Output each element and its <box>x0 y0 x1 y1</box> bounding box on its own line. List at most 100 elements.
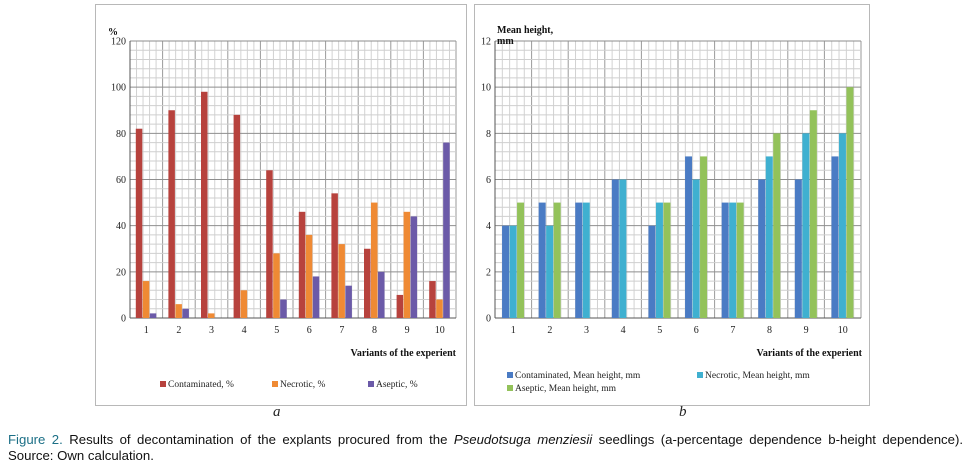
x-tick-label: 6 <box>307 325 312 336</box>
legend-swatch-2 <box>697 372 703 378</box>
bar-3-2 <box>553 202 561 318</box>
panel-label-b: b <box>679 404 687 420</box>
x-tick-label: 7 <box>730 325 735 336</box>
x-tick-label: 7 <box>339 325 344 336</box>
x-tick-label: 1 <box>144 325 149 336</box>
caption-text-2: seedlings (a-percentage dependence b-hei… <box>8 432 964 463</box>
x-tick-label: 10 <box>838 325 848 336</box>
bar-1-2 <box>168 110 175 318</box>
bar-1-7 <box>721 202 729 318</box>
bar-2-2 <box>546 225 554 318</box>
bar-2-1 <box>142 281 150 318</box>
bar-3-6 <box>700 156 708 318</box>
y-tick-label: 10 <box>481 83 491 94</box>
bar-2-2 <box>175 304 182 318</box>
x-tick-label: 9 <box>405 325 410 336</box>
bar-3-1 <box>517 202 525 318</box>
y-tick-label: 12 <box>481 37 491 48</box>
y-tick-label: 40 <box>116 221 126 232</box>
caption-text-1: Results of decontamination of the explan… <box>62 432 454 447</box>
bar-1-3 <box>201 91 208 319</box>
y-tick-label: 2 <box>486 267 491 278</box>
bar-3-5 <box>663 202 671 318</box>
bar-3-9 <box>809 110 817 318</box>
chart-panel-a: 0 20 40 60 80 100 120 1 2 3 4 5 6 7 8 9 10% Variants of t… <box>95 4 467 406</box>
legend-label-2: Necrotic, % <box>280 380 325 390</box>
x-tick-label: 9 <box>804 325 809 336</box>
bar-2-8 <box>371 202 378 318</box>
bar-3-2 <box>182 308 189 318</box>
bar-2-5 <box>273 253 280 318</box>
bar-2-3 <box>208 313 215 318</box>
legend-swatch-3 <box>368 381 374 387</box>
y-tick-label: 120 <box>111 37 126 48</box>
bar-2-1 <box>509 225 517 318</box>
bar-2-6 <box>305 234 313 318</box>
x-tick-label: 3 <box>584 325 589 336</box>
bar-1-10 <box>831 156 839 318</box>
y-tick-label: 0 <box>121 314 126 325</box>
x-tick-label: 8 <box>372 325 377 336</box>
bar-2-5 <box>655 202 663 318</box>
bar-1-10 <box>429 281 436 318</box>
y-tick-label: 8 <box>486 129 491 140</box>
bar-1-1 <box>135 128 143 318</box>
bar-1-5 <box>266 170 273 318</box>
x-tick-label: 4 <box>242 325 247 336</box>
figure-caption: Figure 2. Results of decontamination of … <box>8 432 963 464</box>
x-tick-label: 5 <box>274 325 279 336</box>
bar-1-9 <box>794 179 802 318</box>
x-tick-label: 8 <box>767 325 772 336</box>
bar-3-10 <box>443 142 450 318</box>
x-tick-label: 10 <box>435 325 445 336</box>
y-axis-title: % <box>108 27 118 38</box>
bar-2-10 <box>436 299 443 318</box>
x-tick-label: 5 <box>657 325 662 336</box>
bar-2-9 <box>802 133 810 318</box>
legend-label-3: Aseptic, % <box>376 380 418 390</box>
bar-1-7 <box>331 193 338 318</box>
figure-label: Figure 2. <box>8 432 63 447</box>
caption-species: Pseudotsuga menziesii <box>453 432 593 447</box>
x-tick-label: 6 <box>694 325 699 336</box>
x-axis-title: Variants of the experient <box>351 348 457 359</box>
bar-1-2 <box>538 202 546 318</box>
bar-3-8 <box>773 133 781 318</box>
bar-3-9 <box>410 216 418 318</box>
bar-1-5 <box>648 225 656 318</box>
bar-3-6 <box>312 276 320 318</box>
bar-2-7 <box>338 244 345 318</box>
legend-swatch-1 <box>160 381 166 387</box>
x-tick-label: 1 <box>511 325 516 336</box>
bar-2-6 <box>692 179 700 318</box>
bar-1-8 <box>364 248 371 318</box>
y-tick-label: 4 <box>486 221 491 232</box>
bar-3-1 <box>149 313 157 318</box>
panel-label-a: a <box>273 404 281 420</box>
x-tick-label: 4 <box>621 325 626 336</box>
bar-2-8 <box>765 156 773 318</box>
bar-1-9 <box>396 294 404 318</box>
bar-3-8 <box>378 271 385 318</box>
legend-label-3: Aseptic, Mean height, mm <box>515 384 617 394</box>
y-tick-label: 100 <box>111 83 126 94</box>
bar-3-5 <box>280 299 287 318</box>
bar-3-10 <box>846 87 854 319</box>
legend-swatch-3 <box>507 385 513 391</box>
x-tick-label: 2 <box>176 325 181 336</box>
bar-3-7 <box>345 285 352 318</box>
chart-panel-b: 0 2 4 6 8 10 12 1 2 3 4 5 6 7 8 9 10 Mean height, mm Varian… <box>474 4 870 406</box>
legend-label-2: Necrotic, Mean height, mm <box>705 371 810 381</box>
y-tick-label: 80 <box>116 129 126 140</box>
bar-3-7 <box>736 202 744 318</box>
y-axis-title: Mean height, <box>497 25 554 36</box>
bar-2-4 <box>619 179 627 318</box>
bar-1-4 <box>233 114 241 318</box>
bar-1-3 <box>575 202 583 318</box>
chart-a-svg: 0 20 40 60 80 100 120 1 2 3 4 5 6 7 8 9 10% Variants of t… <box>108 27 457 390</box>
bar-1-8 <box>758 179 766 318</box>
bar-1-1 <box>502 225 510 318</box>
bar-2-3 <box>582 202 590 318</box>
bar-1-6 <box>685 156 693 318</box>
